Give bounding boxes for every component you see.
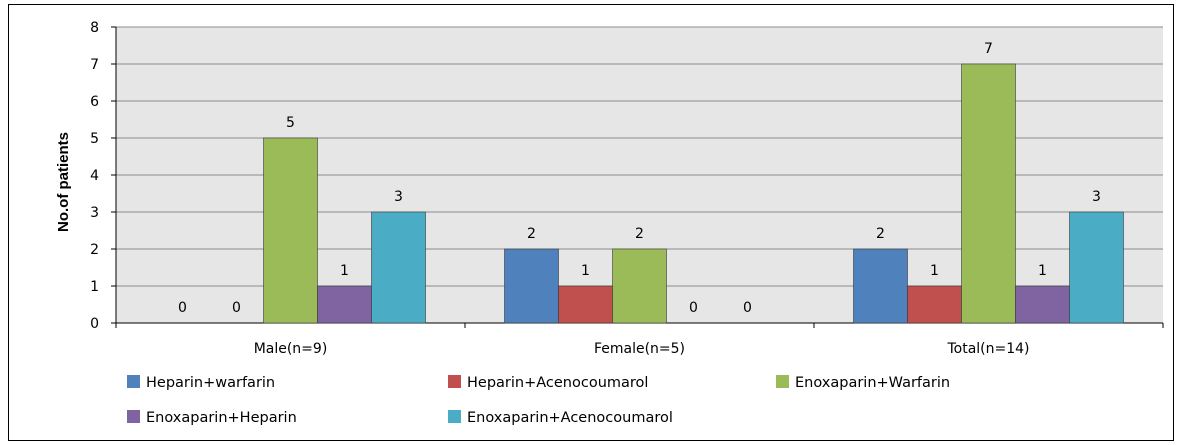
y-tick-label: 1 <box>90 279 99 295</box>
data-label: 1 <box>1038 263 1047 279</box>
x-tick-label: Male(n=9) <box>254 341 328 357</box>
y-tick-label: 6 <box>90 94 99 110</box>
data-label: 5 <box>286 115 295 131</box>
data-label: 3 <box>1092 189 1101 205</box>
bar <box>907 285 962 324</box>
data-label: 0 <box>178 300 187 316</box>
y-axis-label: No.of patients <box>55 132 72 232</box>
legend-swatch <box>127 375 140 388</box>
data-label: 1 <box>340 263 349 279</box>
y-tick-label: 2 <box>90 242 99 258</box>
data-label: 2 <box>527 226 536 242</box>
bar <box>1015 285 1070 324</box>
bar <box>853 248 908 324</box>
y-tick-label: 0 <box>90 316 99 332</box>
legend-label: Enoxaparin+Warfarin <box>795 375 950 391</box>
legend-label: Heparin+warfarin <box>146 375 275 391</box>
bar <box>317 285 372 324</box>
legend-swatch <box>448 410 461 423</box>
data-label: 2 <box>635 226 644 242</box>
data-label: 1 <box>930 263 939 279</box>
y-tick-label: 5 <box>90 131 99 147</box>
bar <box>504 248 559 324</box>
y-tick-label: 8 <box>90 20 99 36</box>
legend-swatch <box>127 410 140 423</box>
bar <box>263 137 318 324</box>
bar <box>1069 211 1124 324</box>
data-label: 0 <box>689 300 698 316</box>
legend-label: Heparin+Acenocoumarol <box>467 375 648 391</box>
data-label: 2 <box>876 226 885 242</box>
bar <box>371 211 426 324</box>
bar <box>558 285 613 324</box>
bar <box>612 248 667 324</box>
data-label: 0 <box>743 300 752 316</box>
data-label: 1 <box>581 263 590 279</box>
legend-swatch <box>448 375 461 388</box>
bar <box>961 63 1016 324</box>
data-label: 3 <box>394 189 403 205</box>
legend-swatch <box>776 375 789 388</box>
x-tick-label: Total(n=14) <box>946 341 1029 357</box>
y-tick-label: 7 <box>90 57 99 73</box>
x-tick-label: Female(n=5) <box>594 341 685 357</box>
legend-label: Enoxaparin+Acenocoumarol <box>467 410 673 426</box>
data-label: 0 <box>232 300 241 316</box>
y-tick-label: 4 <box>90 168 99 184</box>
y-tick-label: 3 <box>90 205 99 221</box>
legend-label: Enoxaparin+Heparin <box>146 410 297 426</box>
data-label: 7 <box>984 41 993 57</box>
